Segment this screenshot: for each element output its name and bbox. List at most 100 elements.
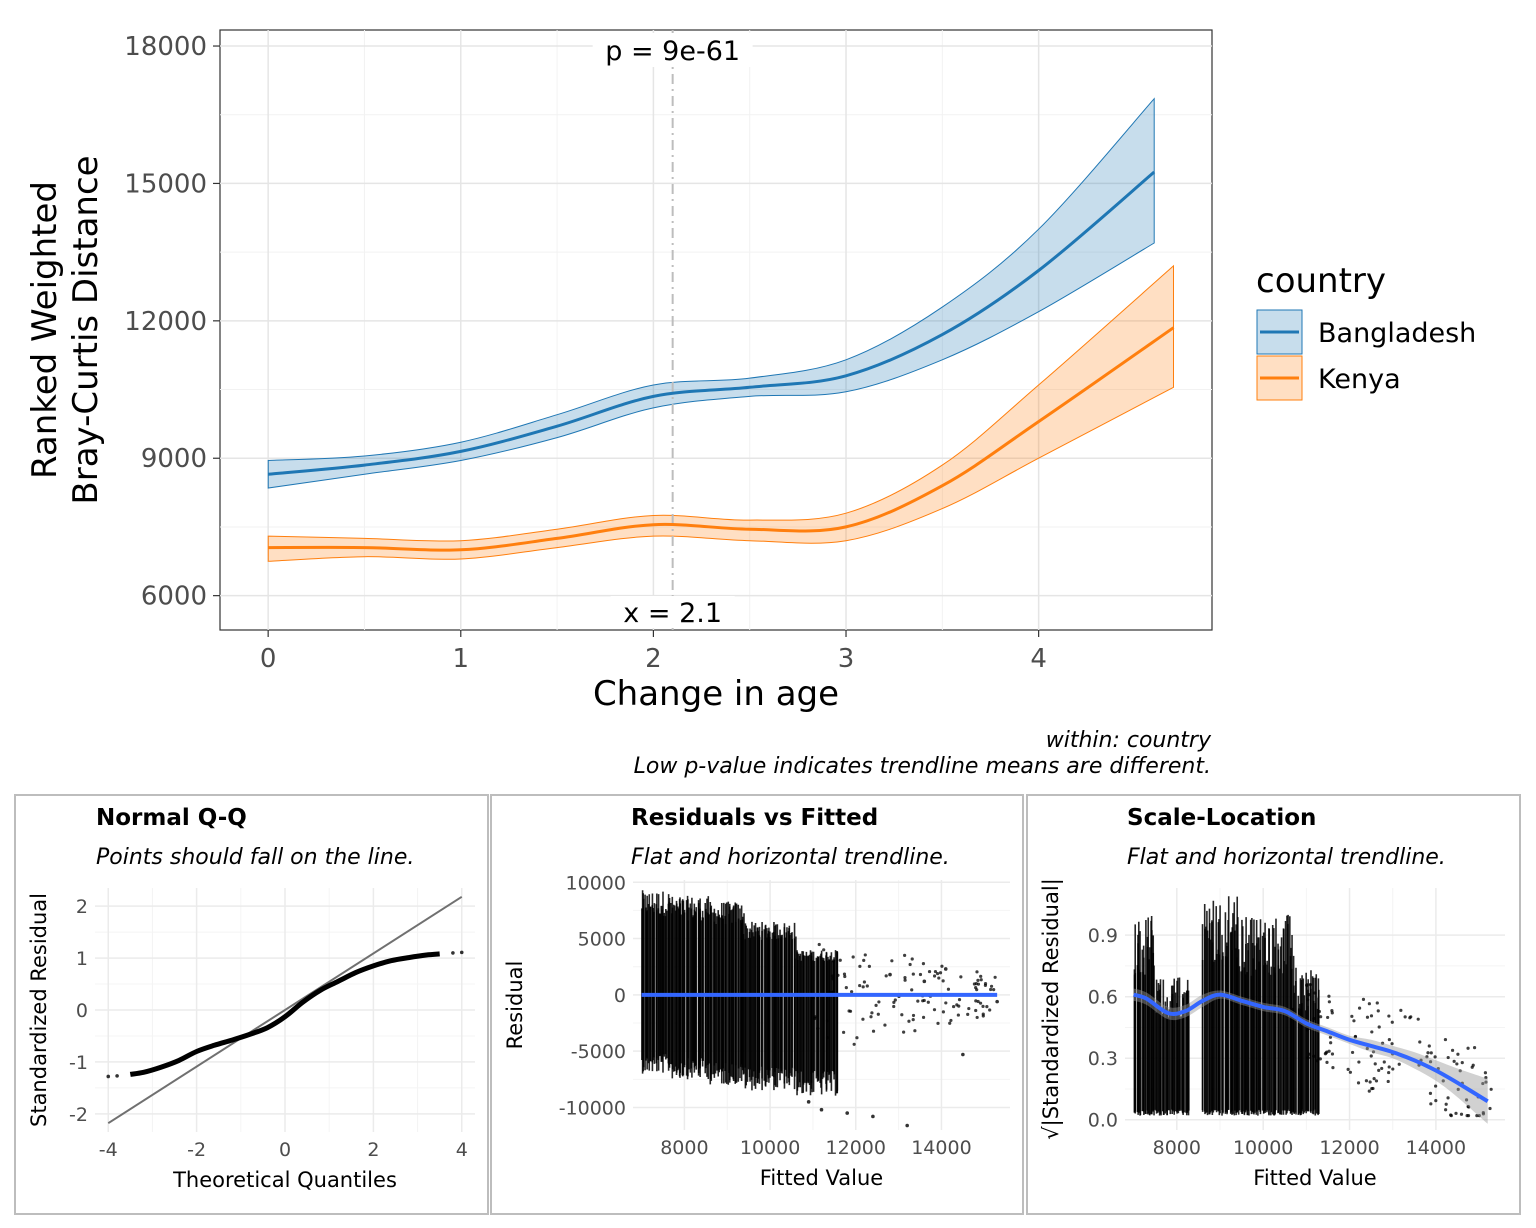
main-x-axis-title: Change in age [593,674,839,714]
rvf-point [861,985,865,989]
y-axis-title: √|Standardized Residual| [1039,878,1064,1140]
sl-point [1403,1015,1407,1019]
x-tick-label: 8000 [660,1137,708,1159]
rvf-point [908,962,912,967]
rvf-point [957,998,962,1002]
x-tick-label: 10000 [740,1137,800,1159]
sl-point [1481,1112,1486,1116]
rvf-point [903,978,907,982]
rvf-point [913,1029,917,1033]
rvf-point [911,1018,915,1022]
rvf-point [844,986,848,990]
rvf-outlier-point [995,999,999,1004]
rvf-point [892,1004,896,1009]
y-tick-label: 2 [76,896,88,918]
x-tick-label: -2 [187,1139,206,1161]
sl-point [1450,1048,1455,1052]
sl-point [1377,1068,1381,1072]
main-y-axis-title-line2: Bray-Curtis Distance [66,155,106,504]
sl-point [1368,1080,1372,1084]
qq-subtitle: Points should fall on the line. [96,845,414,870]
x-tick-label: -4 [99,1139,118,1161]
sl-point [1375,1001,1379,1005]
sl-point [1441,1079,1445,1083]
sl-point [1373,1062,1377,1066]
qq-plot: -4 -2 0 2 4 -2 -1 0 1 2 Theoretical Quantiles Stand… [27,888,475,1192]
y-tick-label: 0.6 [1088,987,1118,1009]
sl-point [1434,1099,1438,1103]
sl-point [1466,1114,1471,1118]
sl-point [1489,1087,1493,1091]
rvf-point [938,971,943,975]
rvf-point [948,1021,952,1025]
rvf-point [863,953,867,957]
rvf-point [871,1029,876,1033]
sl-point [1459,1112,1464,1116]
trend-line-bangladesh [268,170,1156,476]
rvf-point [992,988,996,992]
sl-trend-band [1133,988,1488,1124]
sl-point [1313,991,1317,995]
sl-point [1327,994,1331,998]
rvf-point [937,976,941,980]
rvf-point [861,1017,865,1021]
sl-point [1428,1060,1433,1064]
qq-point [115,1074,119,1078]
sl-point [1353,1035,1357,1039]
main-y-axis-title-line1: Ranked Weighted [25,181,65,479]
legend-title: country [1256,261,1386,301]
y-tick-label: -1 [69,1052,88,1074]
main-y-tick-label: 9000 [141,444,207,474]
rvf-point [831,959,836,963]
y-tick-label: 0.3 [1088,1048,1118,1070]
sl-point [1365,1015,1370,1019]
y-tick-label: 0.9 [1088,925,1118,947]
rvf-point [855,1036,859,1040]
rvf-outlier-point [922,979,927,984]
qq-point [106,1074,111,1079]
rvf-point [876,1012,880,1016]
rvf-panel: Residuals vs Fitted Flat and horizontal … [490,794,1024,1215]
rvf-point [843,974,847,979]
sl-subtitle: Flat and horizontal trendline. [1127,845,1446,870]
rvf-point [941,1010,946,1014]
sl-point [1377,1025,1381,1029]
sl-point [1460,1061,1464,1065]
main-x-tick-label: 3 [838,644,855,674]
trend-line-kenya [268,326,1175,552]
y-tick-label: 0.0 [1088,1110,1118,1132]
rvf-point [932,1008,937,1012]
sl-point [1367,1089,1371,1093]
sl-point [1370,1087,1374,1091]
sl-point [1426,1051,1430,1055]
rvf-point [911,972,915,976]
rvf-point [935,971,940,976]
sl-point [1305,1028,1309,1032]
rvf-point [842,972,847,976]
sl-point [1312,1016,1316,1021]
rvf-point [910,988,914,992]
rvf-plot: 8000 10000 12000 14000 -10000 -5000 0 5000 10000… [503,872,1010,1190]
sl-point [1387,1065,1391,1069]
rvf-outlier-point [961,1052,965,1057]
rvf-point [869,1015,873,1019]
rvf-point [926,1000,930,1004]
sl-point [1470,1065,1474,1069]
rvf-point [985,1005,989,1009]
main-trend-lines [268,170,1175,552]
main-x-tick-label: 4 [1030,644,1047,674]
sl-point [1308,983,1313,987]
rvf-point [956,1013,960,1017]
legend-label-bangladesh: Bangladesh [1318,318,1476,349]
rvf-point [848,1009,853,1013]
main-confidence-bands [267,97,1174,562]
y-axis-title: Residual [503,961,527,1050]
rvf-point [850,990,854,994]
rvf-point [989,984,994,988]
sl-point [1454,1111,1458,1115]
sl-panel-border [1026,794,1521,1215]
sl-point [1387,1037,1391,1042]
sl-point [1319,1015,1323,1019]
sl-point [1391,1067,1395,1071]
sl-point [1472,1046,1477,1050]
